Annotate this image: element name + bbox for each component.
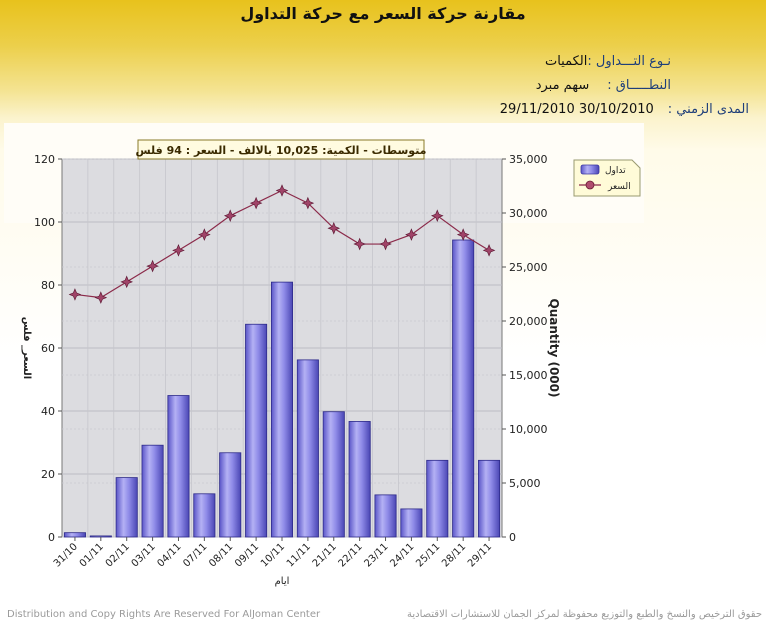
annotation-text: متوسطات - الكمية: 10,025 بالالف - السعر … — [136, 144, 427, 157]
left-tick-label: 120 — [34, 153, 55, 166]
volume-bar — [245, 323, 268, 538]
x-tick-label: 11/11 — [285, 541, 313, 569]
volume-bars — [63, 239, 501, 538]
volume-bar — [193, 493, 216, 538]
info-range: المدى الزمني : 30/10/2010 29/11/2010 — [500, 102, 749, 117]
x-tick-label: 25/11 — [414, 541, 442, 569]
left-tick-label: 40 — [41, 405, 55, 418]
volume-bar — [426, 459, 449, 538]
info-type-label: نـوع التـــداول : — [587, 54, 671, 69]
price-point — [120, 275, 133, 289]
x-tick-label: 21/11 — [311, 541, 339, 569]
volume-bar — [219, 452, 242, 538]
price-point — [353, 237, 366, 251]
right-tick-label: 15,000 — [509, 369, 548, 382]
info-range-label: المدى الزمني : — [667, 102, 749, 117]
volume-bar — [115, 477, 138, 538]
left-tick-label: 100 — [34, 216, 55, 229]
price-point — [275, 184, 289, 197]
x-axis-label: ايام — [275, 576, 290, 587]
volume-bar — [400, 508, 423, 538]
volume-bar — [63, 532, 86, 538]
x-tick-label: 22/11 — [337, 541, 365, 569]
price-point — [327, 222, 341, 235]
price-point — [198, 228, 211, 241]
price-point — [405, 228, 418, 241]
right-tick-label: 30,000 — [509, 207, 548, 220]
info-scope-value: سهم مبرد — [535, 78, 590, 93]
volume-bar — [270, 281, 294, 538]
info-type-value: الكميات — [544, 54, 588, 69]
x-tick-label: 24/11 — [388, 541, 416, 569]
x-tick-label: 01/11 — [78, 541, 106, 569]
info-range-value: 30/10/2010 29/11/2010 — [499, 102, 654, 117]
price-point — [68, 288, 82, 301]
right-tick-label: 20,000 — [509, 315, 548, 328]
left-tick-label: 20 — [41, 468, 55, 481]
page-title: مقارنة حركة السعر مع حركة التداول — [240, 4, 526, 23]
legend-price-label: السعر — [607, 182, 631, 192]
price-point — [301, 196, 315, 210]
x-tick-label: 07/11 — [181, 541, 209, 569]
x-tick-label: 09/11 — [233, 541, 261, 569]
footer-copyright-ar: حقوق الترخيص والنسخ والطبع والتوزيع محفو… — [406, 609, 762, 620]
price-point — [379, 237, 392, 251]
x-axis-ticks: 31/1001/1102/1103/1104/1107/1108/1109/11… — [52, 537, 494, 570]
price-line — [68, 184, 496, 304]
footer-copyright-en: Distribution and Copy Rights Are Reserve… — [7, 609, 321, 620]
price-point — [94, 291, 108, 304]
price-point — [172, 244, 185, 257]
x-tick-label: 23/11 — [362, 541, 390, 569]
volume-bar — [167, 395, 190, 538]
left-tick-label: 60 — [41, 342, 55, 355]
right-tick-label: 35,000 — [509, 153, 548, 166]
price-point — [482, 244, 496, 257]
info-type: نـوع التـــداول :الكميات — [545, 54, 671, 69]
left-tick-label: 0 — [48, 531, 55, 544]
right-tick-label: 0 — [509, 531, 516, 544]
volume-bar — [348, 421, 371, 538]
x-tick-label: 10/11 — [259, 541, 287, 569]
right-tick-label: 10,000 — [509, 423, 548, 436]
price-point — [223, 209, 237, 222]
x-tick-label: 08/11 — [207, 541, 235, 569]
x-tick-label: 29/11 — [466, 541, 494, 569]
left-axis-ticks: 0 20 40 60 80 100 120 — [34, 153, 62, 544]
volume-bar — [89, 535, 112, 538]
x-tick-label: 28/11 — [440, 541, 468, 569]
volume-bar — [296, 359, 319, 538]
legend-volume-swatch — [580, 164, 600, 175]
price-point — [146, 259, 159, 273]
info-scope-label: النطـــــاق : — [607, 78, 671, 93]
legend-volume-label: تداول — [605, 166, 626, 176]
annotation-box: متوسطات - الكمية: 10,025 بالالف - السعر … — [136, 139, 427, 160]
volume-bar — [452, 239, 475, 538]
info-scope: النطـــــاق : سهم مبرد — [536, 78, 671, 93]
left-tick-label: 80 — [41, 279, 55, 292]
volume-bar — [478, 459, 501, 538]
x-tick-label: 02/11 — [104, 541, 132, 569]
volume-bar — [322, 411, 345, 538]
volume-bar — [141, 444, 164, 538]
x-tick-label: 03/11 — [130, 541, 158, 569]
right-tick-label: 25,000 — [509, 261, 548, 274]
price-point — [431, 209, 444, 222]
left-axis-label: السعر_ فلس — [21, 317, 32, 379]
price-point — [456, 228, 470, 241]
x-tick-label: 31/10 — [52, 541, 80, 569]
x-tick-label: 04/11 — [155, 541, 183, 569]
volume-bar — [374, 494, 397, 538]
price-point — [249, 196, 263, 210]
right-tick-label: 5,000 — [509, 477, 541, 490]
legend-price-marker — [585, 180, 595, 190]
right-axis-label: Quantity (000) — [547, 299, 561, 398]
legend: تداول السعر — [573, 159, 641, 197]
right-axis-ticks: 0 5,000 10,000 15,000 20,000 25,000 30,000 35,0… — [502, 153, 548, 544]
